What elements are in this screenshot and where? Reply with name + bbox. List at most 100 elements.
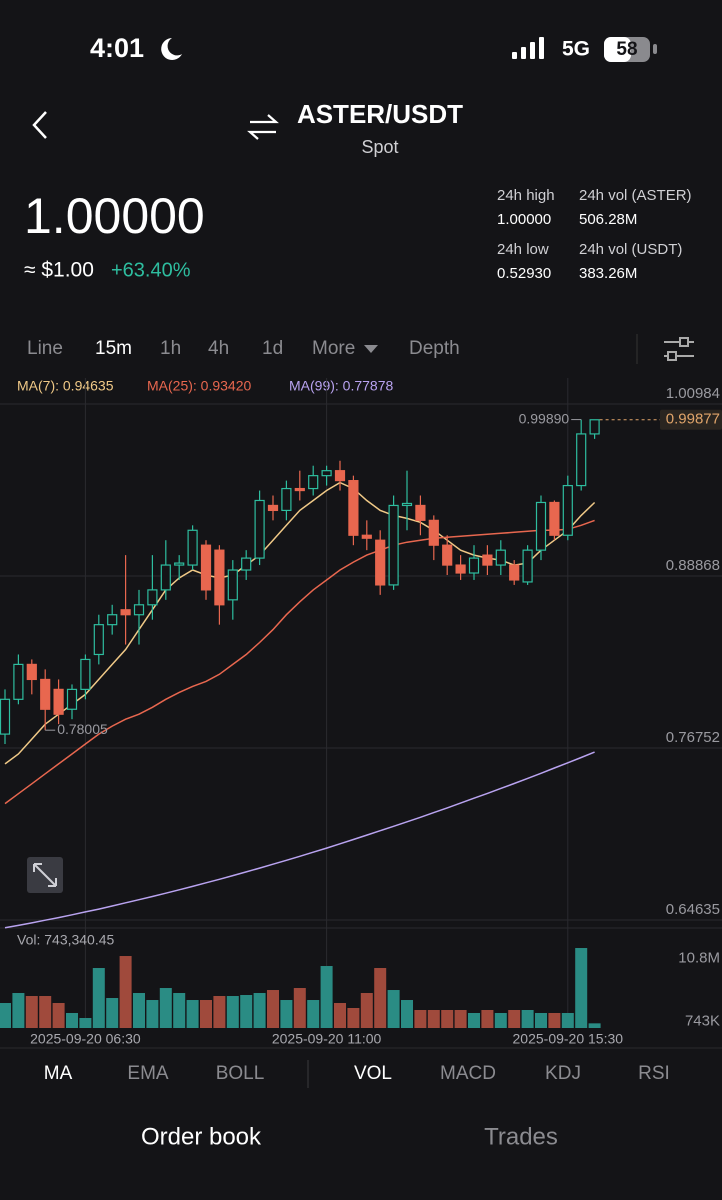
- candle-body: [589, 419, 600, 435]
- timeframe-tab[interactable]: Line: [27, 338, 63, 359]
- candle-body: [120, 609, 131, 616]
- candle-body: [147, 589, 158, 606]
- volume-bar: [441, 1010, 454, 1028]
- y-tick-label: 0.64635: [666, 901, 720, 918]
- ma-legend: MA(7): 0.94635: [17, 378, 114, 394]
- candle-body: [26, 663, 37, 681]
- signal-icon: [512, 37, 544, 59]
- battery-percent: 58: [616, 39, 637, 60]
- candle-body: [455, 564, 466, 574]
- volume-bar: [508, 1010, 521, 1028]
- volume-bar: [334, 1003, 346, 1028]
- candle-body: [428, 519, 439, 546]
- candle-body: [267, 504, 279, 512]
- volume-bar: [213, 996, 226, 1028]
- volume-bar: [320, 966, 333, 1028]
- last-price-tag: [660, 409, 722, 430]
- timeframe-tab[interactable]: Depth: [409, 338, 460, 359]
- volume-bar: [293, 988, 306, 1028]
- candle-body: [200, 544, 212, 591]
- x-tick-label: 2025-09-20 15:30: [513, 1031, 624, 1047]
- x-tick-label: 2025-09-20 11:00: [272, 1031, 382, 1047]
- timeframe-tab[interactable]: 1h: [160, 338, 181, 359]
- candle-body: [482, 554, 493, 566]
- volume-bar: [240, 995, 253, 1028]
- ma-line: [4, 751, 595, 929]
- ma-legend: MA(99): 0.77878: [289, 378, 393, 394]
- y-tick-label: 0.76752: [666, 729, 720, 746]
- stat-label: 24h low: [497, 241, 549, 258]
- volume-bar: [387, 990, 400, 1028]
- expand-button[interactable]: [27, 857, 63, 893]
- candle-body: [495, 549, 506, 566]
- y-tick-label: 1.00984: [666, 385, 720, 402]
- volume-label: Vol: 743,340.45: [17, 932, 115, 948]
- candle-body: [348, 480, 359, 536]
- dropdown-arrow: [364, 345, 378, 353]
- stat-label: 24h high: [497, 187, 555, 204]
- battery-tip: [653, 44, 657, 54]
- candle-body: [442, 544, 453, 566]
- candle-body: [254, 499, 265, 559]
- candle-body: [13, 663, 24, 700]
- candle-body: [0, 698, 11, 735]
- swap-icon[interactable]: [247, 114, 279, 140]
- indicator-tab[interactable]: KDJ: [545, 1063, 581, 1084]
- volume-bar: [253, 993, 266, 1028]
- volume-bar: [481, 1010, 494, 1028]
- candle-body: [361, 534, 372, 539]
- volume-bar: [133, 993, 145, 1028]
- battery-level: [604, 37, 631, 62]
- candle-body: [80, 658, 91, 690]
- stat-value: 506.28M: [579, 211, 637, 228]
- volume-bar: [79, 1018, 92, 1028]
- bottom-tab[interactable]: Trades: [484, 1123, 558, 1150]
- candle-body: [535, 501, 547, 551]
- candle-body: [388, 504, 399, 586]
- fiat-price: ≈ $1.00: [24, 259, 94, 282]
- chart-settings-icon[interactable]: [664, 337, 694, 361]
- volume-bar: [226, 996, 239, 1028]
- indicator-tab[interactable]: RSI: [638, 1063, 670, 1084]
- candle-body: [321, 470, 332, 477]
- volume-bar: [280, 1000, 293, 1028]
- candle-body: [549, 501, 560, 536]
- timeframe-tab[interactable]: 4h: [208, 338, 229, 359]
- volume-bar: [588, 1023, 601, 1028]
- timeframe-tab-active[interactable]: 15m: [95, 338, 132, 359]
- volume-bar: [159, 988, 172, 1028]
- last-price: 1.00000: [24, 188, 205, 244]
- indicator-tab[interactable]: BOLL: [216, 1063, 265, 1084]
- stat-value: 0.52930: [497, 265, 551, 282]
- volume-bar: [146, 1000, 159, 1028]
- candle-body: [241, 557, 252, 571]
- candle-body: [160, 564, 171, 591]
- volume-bar: [307, 1000, 320, 1028]
- back-button[interactable]: [32, 111, 47, 139]
- volume-bar: [427, 1010, 440, 1028]
- volume-bar: [347, 1008, 360, 1028]
- indicator-tab-active[interactable]: MA: [44, 1063, 73, 1084]
- candle-body: [174, 562, 185, 566]
- timeframe-tab[interactable]: More: [312, 338, 355, 359]
- clock: 4:01: [90, 33, 144, 63]
- y-tick-label: 0.88868: [666, 557, 720, 574]
- indicator-tab[interactable]: EMA: [127, 1063, 169, 1084]
- candle-body: [133, 604, 145, 616]
- volume-bar: [52, 1003, 65, 1028]
- indicator-tab-active[interactable]: VOL: [354, 1063, 392, 1084]
- timeframe-tab[interactable]: 1d: [262, 338, 283, 359]
- candle-body: [53, 688, 64, 715]
- candle-body: [40, 678, 51, 710]
- volume-bar: [66, 1013, 78, 1028]
- candle-body: [375, 539, 386, 586]
- market-type: Spot: [361, 137, 398, 157]
- ma-legend: MA(25): 0.93420: [147, 378, 251, 394]
- volume-bar: [267, 990, 279, 1028]
- pair-title[interactable]: ASTER/USDT: [297, 99, 463, 129]
- indicator-tab[interactable]: MACD: [440, 1063, 496, 1084]
- volume-bar: [535, 1013, 547, 1028]
- volume-bar: [92, 968, 105, 1028]
- extreme-marker-label: 0.78005: [57, 721, 108, 737]
- bottom-tab-active[interactable]: Order book: [141, 1123, 262, 1150]
